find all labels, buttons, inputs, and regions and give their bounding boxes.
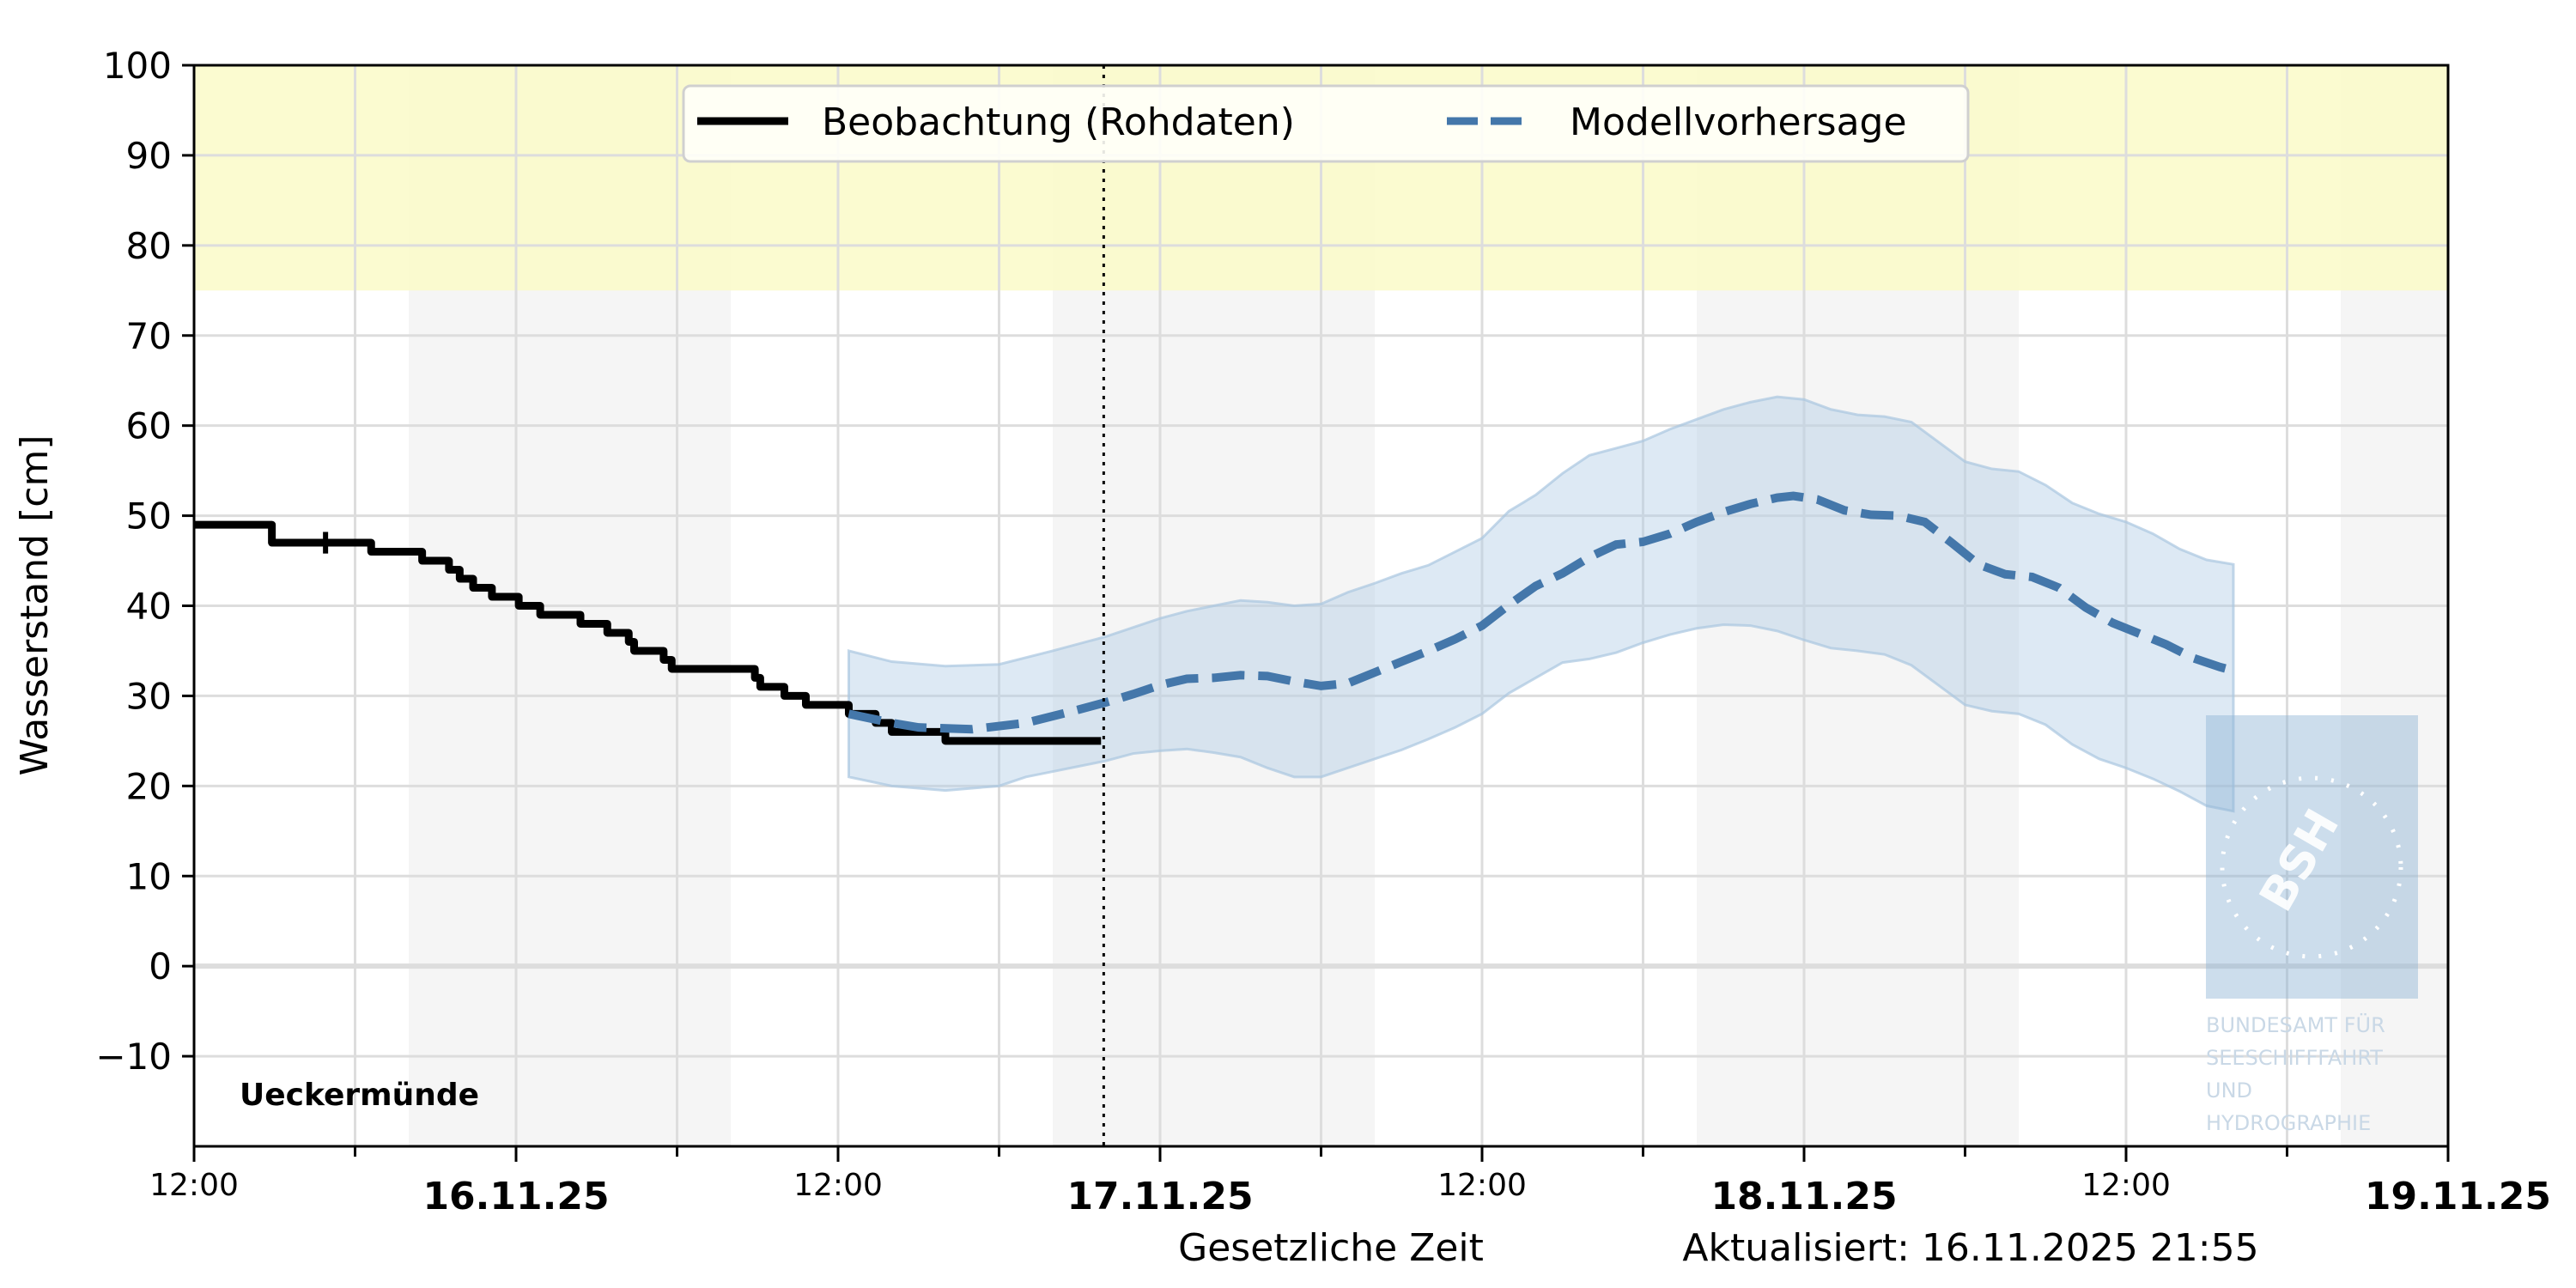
logo-ring-icon (2220, 775, 2403, 959)
forecast-line (848, 491, 2235, 734)
legend-observation-label: Beobachtung (Rohdaten) (822, 100, 1295, 144)
legend: Beobachtung (Rohdaten) Modellvorhersage (682, 84, 1970, 163)
y-tick-label: 80 (126, 225, 172, 267)
x-tick-label-date: 18.11.25 (1710, 1175, 1897, 1218)
y-tick-label: 20 (126, 765, 172, 807)
x-axis-label: Gesetzliche Zeit (1178, 1226, 1484, 1270)
y-tick-label: 0 (149, 945, 172, 987)
forecast-uncertainty-band (848, 395, 2235, 813)
legend-box (682, 84, 1970, 163)
y-axis-label: Wasserstand [cm] (13, 435, 57, 776)
data-series (194, 491, 2235, 745)
legend-forecast-label: Modellvorhersage (1570, 100, 1907, 144)
updated-timestamp: Aktualisiert: 16.11.2025 21:55 (1682, 1226, 2258, 1270)
y-tick-label: 60 (126, 405, 172, 447)
y-axis-ticks: −10 0 10 20 30 40 50 60 70 80 90 100 (95, 45, 194, 1078)
uncertainty-band (848, 395, 2235, 813)
logo-line-3: UND (2206, 1078, 2252, 1103)
y-tick-label: 40 (126, 586, 172, 628)
station-name: Ueckermünde (240, 1078, 479, 1113)
x-tick-label-time: 12:00 (793, 1168, 883, 1203)
logo-line-1: BUNDESAMT FÜR (2206, 1012, 2385, 1037)
x-tick-label-date: 19.11.25 (2365, 1175, 2551, 1218)
x-tick-label-date: 17.11.25 (1066, 1175, 1253, 1218)
y-tick-label: 50 (126, 495, 172, 538)
x-axis-ticks: 12:00 12:00 12:00 12:00 16.11.25 17.11.25 18.1… (149, 1146, 2551, 1218)
observation-line (194, 520, 1102, 745)
y-tick-label: 30 (126, 675, 172, 717)
logo-line-4: HYDROGRAPHIE (2206, 1111, 2371, 1135)
y-tick-label: 10 (126, 855, 172, 897)
x-tick-label-time: 12:00 (2081, 1168, 2171, 1203)
y-tick-label: 70 (126, 315, 172, 357)
x-tick-label-date: 16.11.25 (422, 1175, 609, 1218)
logo-box (2206, 715, 2418, 999)
y-tick-label: 90 (126, 135, 172, 177)
y-tick-label: 100 (103, 45, 172, 87)
y-tick-label: −10 (95, 1036, 172, 1078)
x-tick-label-time: 12:00 (149, 1168, 239, 1203)
bsh-logo: BSH BUNDESAMT FÜR SEESCHIFFFAHRT UND HYD… (2206, 715, 2418, 1135)
x-tick-label-time: 12:00 (1437, 1168, 1527, 1203)
logo-line-2: SEESCHIFFFAHRT (2206, 1046, 2383, 1070)
